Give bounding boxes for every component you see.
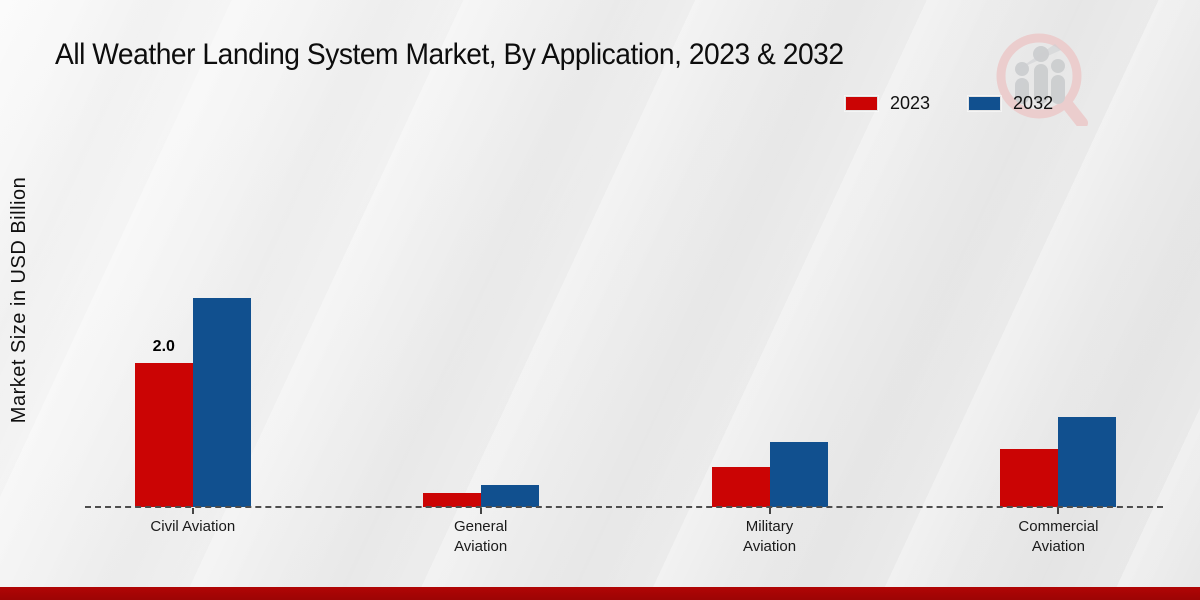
category-label: General Aviation [453, 518, 508, 555]
x-axis-tick [768, 508, 771, 514]
bar-2032-general-aviation [480, 485, 539, 507]
bar-group-military-aviation: Military Aviation [711, 442, 828, 555]
bar-2023-commercial-aviation [1000, 449, 1059, 507]
footer-accent-bar [0, 587, 1200, 600]
bar-2023-civil-aviation: 2.0 [134, 338, 193, 507]
category-label: Civil Aviation [150, 518, 236, 535]
y-axis-label: Market Size in USD Billion [8, 176, 30, 424]
watermark-logo-icon [995, 26, 1091, 131]
legend: 2023 2032 [845, 93, 1053, 114]
legend-swatch-2032 [968, 96, 1002, 111]
x-axis-tick [1057, 508, 1060, 514]
bar-2032-military-aviation [769, 442, 828, 507]
legend-item-2032: 2032 [968, 93, 1053, 114]
legend-swatch-2023 [845, 96, 878, 111]
x-axis-baseline [85, 506, 1163, 508]
bar-2032-civil-aviation [192, 298, 251, 507]
legend-label-2032: 2032 [1013, 93, 1054, 113]
x-axis-tick [479, 508, 482, 514]
bar-2023-military-aviation [711, 467, 770, 507]
bar-group-civil-aviation: 2.0 Civil Aviation [134, 298, 251, 535]
x-axis-tick [191, 508, 194, 514]
chart-title: All Weather Landing System Market, By Ap… [55, 38, 844, 71]
legend-label-2023: 2023 [890, 93, 931, 113]
bar-2032-commercial-aviation [1058, 417, 1117, 507]
legend-item-2023: 2023 [845, 93, 930, 114]
bar-group-commercial-aviation: Commercial Aviation [1000, 417, 1117, 555]
category-label: Military Aviation [742, 518, 797, 555]
category-label: Commercial Aviation [1018, 518, 1099, 555]
bar-value-label: 2.0 [152, 338, 175, 355]
bar-group-general-aviation: General Aviation [422, 485, 539, 555]
bar-2023-general-aviation [422, 493, 481, 507]
plot-area: 2.0 Civil Aviation General Aviation Militar… [85, 250, 1163, 555]
